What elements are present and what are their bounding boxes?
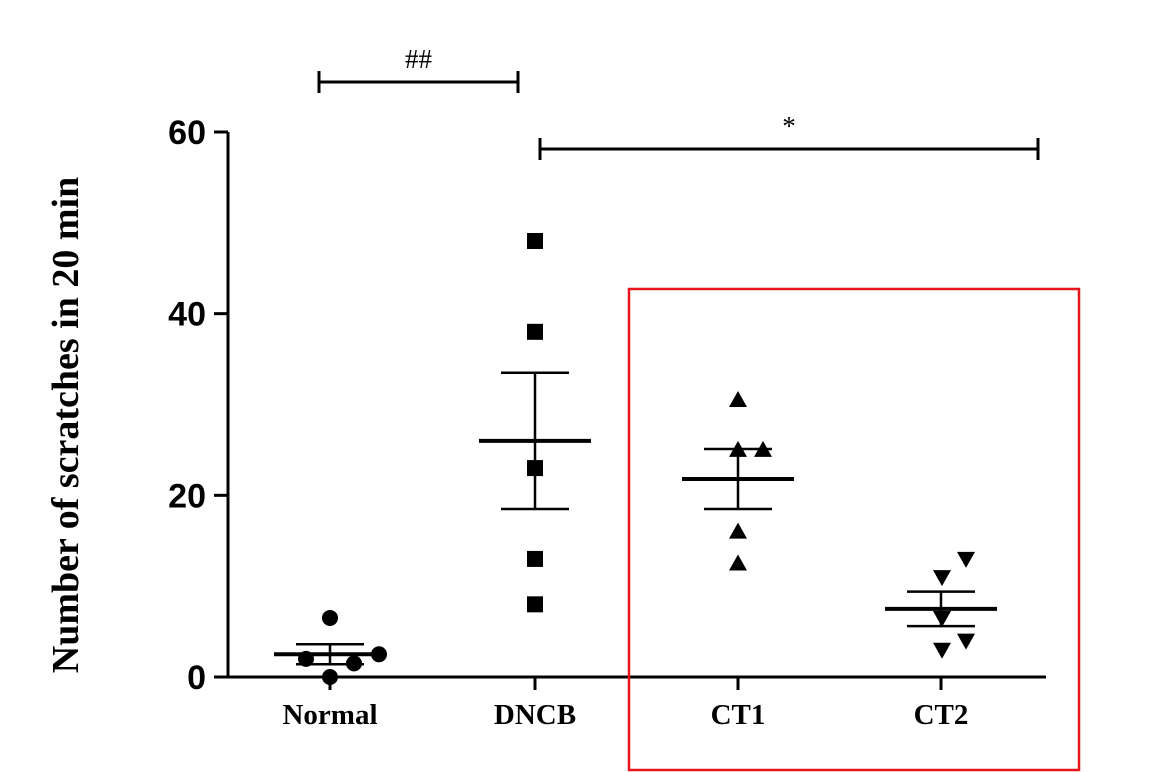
- data-point: [527, 550, 543, 567]
- y-tick-label: 0: [187, 659, 206, 697]
- y-tick-label: 20: [168, 477, 206, 515]
- data-point: [322, 669, 338, 685]
- data-point: [527, 233, 543, 249]
- x-tick-label: CT1: [711, 699, 766, 731]
- data-point: [729, 440, 747, 457]
- data-point: [957, 633, 975, 650]
- data-point: [729, 554, 747, 571]
- x-tick-label: Normal: [282, 699, 377, 731]
- data-point: [298, 650, 314, 667]
- y-axis-label: Number of scratches in 20 min: [45, 177, 87, 673]
- data-point: [933, 642, 951, 659]
- significance-label: ##: [405, 44, 433, 74]
- x-tick-label: CT2: [914, 699, 969, 731]
- data-point: [754, 440, 772, 457]
- x-tick-label: DNCB: [494, 699, 576, 731]
- data-point: [933, 610, 951, 627]
- data-point: [527, 460, 543, 477]
- significance-label: *: [782, 111, 796, 141]
- data-point: [371, 646, 387, 663]
- data-point: [527, 596, 543, 613]
- highlight-box: [627, 287, 1081, 772]
- data-point: [957, 551, 975, 568]
- data-point: [527, 323, 543, 340]
- y-tick-label: 40: [168, 296, 206, 334]
- data-point: [729, 522, 747, 539]
- data-point: [346, 655, 362, 672]
- data-point: [933, 570, 951, 587]
- data-point: [322, 609, 338, 626]
- y-tick-label: 60: [168, 114, 206, 152]
- data-point: [729, 390, 747, 407]
